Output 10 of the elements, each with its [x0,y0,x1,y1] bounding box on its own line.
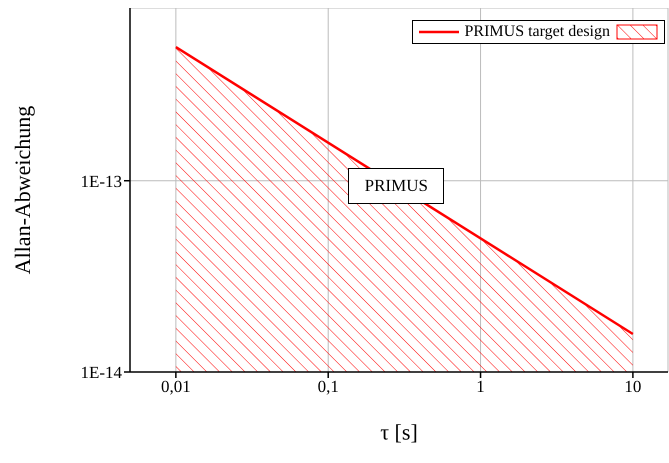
x-tick-label: 0,01 [160,377,191,396]
annotation: PRIMUS [348,168,444,204]
legend-label: PRIMUS target design [464,23,610,41]
y-tick-label: 1E-13 [80,172,122,191]
y-axis-title: Allan-Abweichung [10,106,35,274]
x-tick-label: 10 [624,377,642,396]
x-tick-label: 0,1 [318,377,339,396]
y-tick-label: 1E-14 [80,363,122,382]
x-axis-title: τ [s] [380,420,418,445]
x-tick-label: 1 [476,377,485,396]
